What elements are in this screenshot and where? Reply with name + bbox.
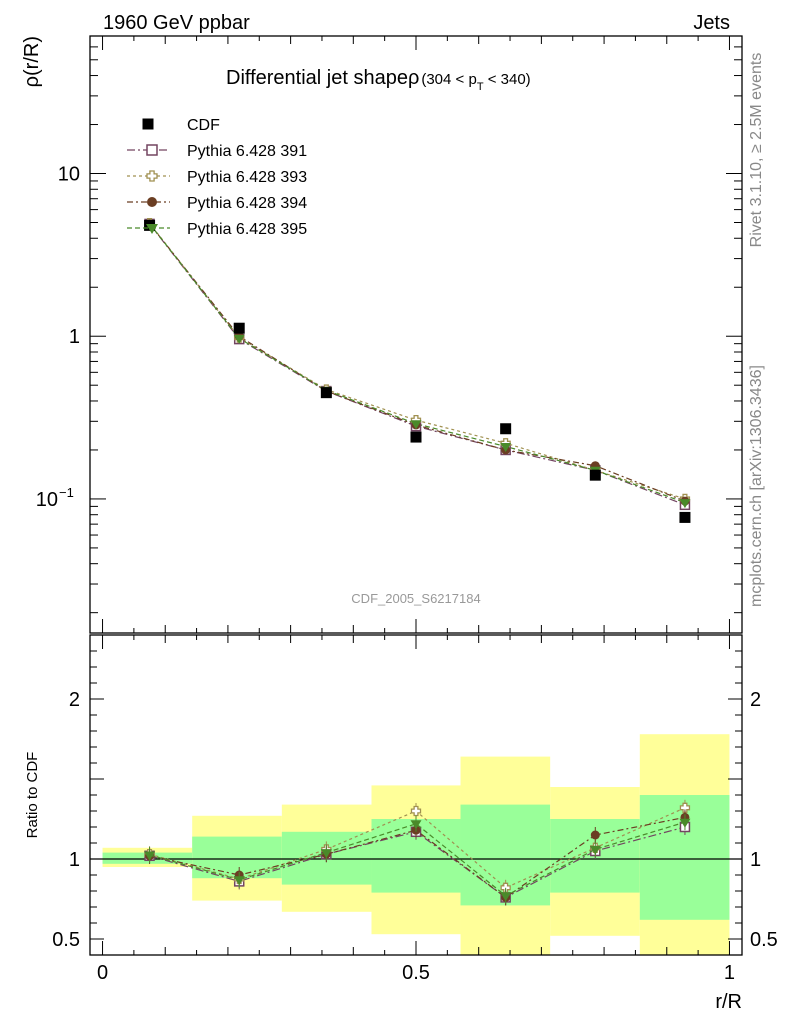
ratio-uncertainty-bands [90,734,742,955]
header-left: 1960 GeV ppbar [103,12,250,34]
series-3-point-1 [233,334,245,344]
ratio-point-2-5 [590,830,600,840]
series-3-point-4 [500,443,512,453]
legend-label-data: CDF [187,117,220,134]
data-point-3 [410,431,422,443]
legend-marker-0 [146,144,158,156]
ratio-point-3-5 [589,845,601,855]
series-line-1 [149,222,686,500]
main-ylabel: ρ(r/R) [21,36,43,87]
data-point-2 [320,387,332,399]
chart-title-subscript: T [477,81,484,93]
ratio-point-3-1 [233,876,245,886]
ratio-point-1-3 [410,805,422,817]
chart-title-range-end: < 340) [484,71,531,88]
series-3-point-6 [679,499,691,509]
xlabel: r/R [715,991,742,1013]
ratio-point-3-6 [679,818,691,828]
legend-marker-2 [147,197,157,207]
y-tick-label-1: 1 [69,326,80,348]
mcplots-label: mcplots.cern.ch [arXiv:1306.3436] [748,365,765,607]
y-tick-label-2: 10 [36,489,58,511]
legend-marker-3 [146,224,158,234]
ratio-tick-label-right-0: 0.5 [750,929,778,951]
ratio-point-3-3 [410,820,422,830]
legend-marker-1 [146,170,158,182]
ratio-tick-label-right-2: 2 [750,689,761,711]
ratio-point-3-0 [144,851,156,861]
legend-marker-data [142,118,154,130]
data-point-1 [233,322,245,334]
ratio-tick-label-left-2: 2 [69,689,80,711]
ratio-series-layer [144,799,691,906]
ratio-point-1-6 [679,802,691,813]
chart-title: Differential jet shapeρ (304 < pT < 340) [226,67,531,93]
legend: CDF Pythia 6.428 391 Pythia 6.428 393 Pythi… [127,117,307,238]
main-series-layer [144,218,691,523]
ratio-tick-label-right-1: 1 [750,849,761,871]
analysis-label: CDF_2005_S6217184 [351,591,480,606]
series-3-point-3 [410,420,422,430]
y-tick-label-exp-2: −1 [59,485,74,500]
data-point-6 [679,511,691,523]
chart-title-range: (304 < p [421,71,476,88]
data-point-4 [500,423,512,435]
data-point-5 [589,469,601,481]
x-tick-label-1: 0.5 [402,962,430,984]
x-tick-label-0: 0 [97,962,108,984]
series-line-3 [149,223,686,504]
legend-label-3: Pythia 6.428 395 [187,221,307,238]
ratio-point-3-2 [320,849,332,859]
series-line-2 [149,223,686,502]
y-tick-label-0: 10 [58,164,80,186]
legend-label-1: Pythia 6.428 393 [187,169,307,186]
ratio-point-3-4 [500,892,512,902]
chart-title-main: Differential jet shapeρ [226,67,419,89]
ratio-tick-label-left-1: 1 [69,849,80,871]
series-line-0 [149,223,686,506]
legend-label-0: Pythia 6.428 391 [187,143,307,160]
ratio-tick-label-left-0: 0.5 [52,929,80,951]
legend-label-2: Pythia 6.428 394 [187,195,307,212]
ratio-ylabel: Ratio to CDF [24,752,41,839]
x-tick-label-2: 1 [724,962,735,984]
header-right: Jets [693,12,730,34]
rivet-version-label: Rivet 3.1.10, ≥ 2.5M events [748,53,765,248]
